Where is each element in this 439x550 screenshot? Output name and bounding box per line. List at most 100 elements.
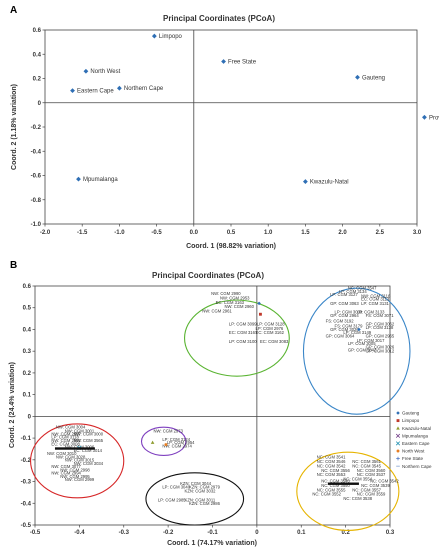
sample-label: NC: CGM 3553 bbox=[317, 472, 346, 477]
panel-b-xlabel: Coord. 1 (74.17% variation) bbox=[167, 540, 257, 547]
sample-label: NW: CGM 3001 bbox=[65, 429, 95, 434]
data-point bbox=[76, 176, 81, 182]
sample-label: LP: CGM 3040 bbox=[162, 485, 190, 490]
point-label: Kwazulu-Natal bbox=[310, 180, 349, 186]
sample-label: KZN: CGM 2986 bbox=[189, 501, 221, 506]
sample-label: EC: CGM 3014 bbox=[74, 448, 103, 453]
y-tick-label: -0.2 bbox=[31, 125, 42, 131]
legend-label: Mpumalanga bbox=[402, 433, 429, 438]
y-tick-label: 0.2 bbox=[23, 371, 32, 377]
sample-label: GP: CGM 3020 bbox=[330, 327, 359, 332]
sample-label: LP: CGM 3133 bbox=[357, 310, 385, 315]
x-tick-label: -0.2 bbox=[163, 530, 174, 536]
sample-label: NW: CGM 2995 bbox=[60, 474, 90, 479]
sample-label: NW: CGM 2998 bbox=[60, 467, 90, 472]
sample-label: LP: CGM 3118 bbox=[51, 435, 79, 440]
point-label: Free State bbox=[228, 60, 257, 66]
x-tick-label: 2.5 bbox=[376, 230, 385, 236]
y-tick-label: 0.3 bbox=[23, 349, 32, 355]
sample-label: GP: CGM 3043 bbox=[348, 348, 377, 353]
panel-a-letter: A bbox=[10, 5, 17, 16]
sample-label: LP: CGM 2985 bbox=[158, 497, 186, 502]
sample-label: LP: CGM 3134 bbox=[339, 289, 367, 294]
panel-a-xlabel: Coord. 1 (98.82% variation) bbox=[186, 243, 276, 250]
sample-label: EC: CGM 3162 bbox=[256, 330, 285, 335]
sample-label: NC: CGM 3537 bbox=[357, 472, 386, 477]
y-tick-label: 0.2 bbox=[33, 77, 42, 83]
sample-label: NW: CGM 3565 bbox=[74, 438, 104, 443]
y-tick-label: -0.6 bbox=[31, 174, 42, 180]
panel-a-axes: -2.0 -1.5 -1.0 -0.5 0.0 0.5 1.0 1.5 2.0 2.5 3.0 0.6… bbox=[31, 28, 422, 236]
panel-a-title: Principal Coordinates (PCoA) bbox=[163, 14, 275, 23]
sample-label: NW: CGM 2994 bbox=[51, 471, 81, 476]
sample-label: LP: CGM 3124 bbox=[162, 437, 190, 442]
sample-label: EC: CGM 3113 bbox=[361, 297, 390, 302]
legend-label: Northern Cape bbox=[402, 464, 432, 469]
legend-label: North West bbox=[402, 449, 425, 454]
sample-label: NW: CGM 3077 bbox=[51, 464, 81, 469]
sample-label: GP: CGM 3026 bbox=[366, 344, 395, 349]
sample-label: NW: CGM 3116 bbox=[361, 293, 391, 298]
panel-b-ylabel: Coord. 2 (24.4% variation) bbox=[9, 362, 16, 448]
x-tick-label: 0.2 bbox=[341, 530, 350, 536]
sample-label: NW: CGM 3028 bbox=[56, 454, 86, 459]
x-tick-label: 0.3 bbox=[386, 530, 395, 536]
legend-label: Free State bbox=[402, 456, 424, 461]
panel-a: A Principal Coordinates (PCoA) -2.0 -1.5 -… bbox=[10, 5, 439, 250]
legend-label: Gauteng bbox=[402, 411, 420, 416]
sample-label: LP: CGM 3017 bbox=[357, 338, 385, 343]
sample-label: NC: CGM 3542 bbox=[317, 463, 346, 468]
sample-label: NC: CGM 3547 bbox=[348, 286, 377, 291]
marker bbox=[150, 440, 155, 444]
data-point bbox=[221, 59, 226, 64]
point-label: Limpopo bbox=[159, 34, 183, 40]
y-tick-label: -0.3 bbox=[21, 480, 32, 486]
y-tick-label: 0.4 bbox=[23, 327, 32, 333]
marker bbox=[258, 312, 262, 316]
marker bbox=[396, 456, 400, 461]
y-tick-label: -0.4 bbox=[21, 501, 32, 507]
x-tick-label: 1.5 bbox=[301, 230, 310, 236]
y-tick-label: 0.6 bbox=[23, 284, 32, 290]
sample-label: LP: CGM 2976 bbox=[256, 326, 284, 331]
data-point bbox=[422, 114, 427, 120]
data-point bbox=[117, 85, 122, 91]
y-tick-label: -0.8 bbox=[31, 198, 42, 204]
y-tick-label: -0.5 bbox=[21, 523, 32, 529]
sample-label: NW: CGM 3010 bbox=[47, 451, 77, 456]
marker bbox=[396, 419, 400, 423]
x-tick-label: -1.0 bbox=[114, 230, 125, 236]
sample-label: NC: CGM 3545 bbox=[352, 463, 381, 468]
marker bbox=[396, 449, 400, 453]
sample-label: NC: CGM 3539 bbox=[361, 483, 390, 488]
marker bbox=[396, 426, 400, 430]
panel-a-points: Limpopo Free State North West Gauteng Easter… bbox=[70, 33, 439, 186]
y-tick-label: 0 bbox=[28, 414, 32, 420]
x-tick-label: -0.3 bbox=[119, 530, 130, 536]
x-tick-label: 1.0 bbox=[264, 230, 273, 236]
sample-label: NW: CGM 3000 bbox=[74, 431, 104, 436]
x-tick-label: 2.0 bbox=[338, 230, 347, 236]
sample-label: NW: CGM 3004 bbox=[56, 424, 86, 429]
sample-label: NW: CGM 3034 bbox=[74, 461, 104, 466]
x-tick-label: -0.5 bbox=[30, 530, 41, 536]
x-tick-label: -2.0 bbox=[40, 230, 51, 236]
cluster-ellipse bbox=[140, 426, 187, 457]
sample-label: NC: CGM 3559 bbox=[357, 492, 386, 497]
panel-b-title: Principal Coordinates (PCoA) bbox=[152, 271, 264, 280]
sample-label: NW: CGM 2997 bbox=[51, 431, 81, 436]
data-point bbox=[83, 68, 89, 74]
sample-label: EC: CGM 3008 bbox=[51, 441, 80, 446]
sample-label: NC: CGM 3540 bbox=[321, 479, 350, 484]
marker bbox=[357, 327, 361, 332]
y-tick-label: 0.5 bbox=[23, 306, 32, 312]
marker bbox=[164, 443, 168, 447]
sample-label: FS: CGM 3071 bbox=[366, 313, 395, 318]
cluster-ellipse bbox=[30, 423, 125, 499]
x-tick-label: -1.5 bbox=[77, 230, 88, 236]
x-tick-label: -0.1 bbox=[207, 530, 218, 536]
sample-label: NC: CGM 3541 bbox=[317, 455, 346, 460]
sample-label: EC: CGM 3163 bbox=[216, 300, 245, 305]
